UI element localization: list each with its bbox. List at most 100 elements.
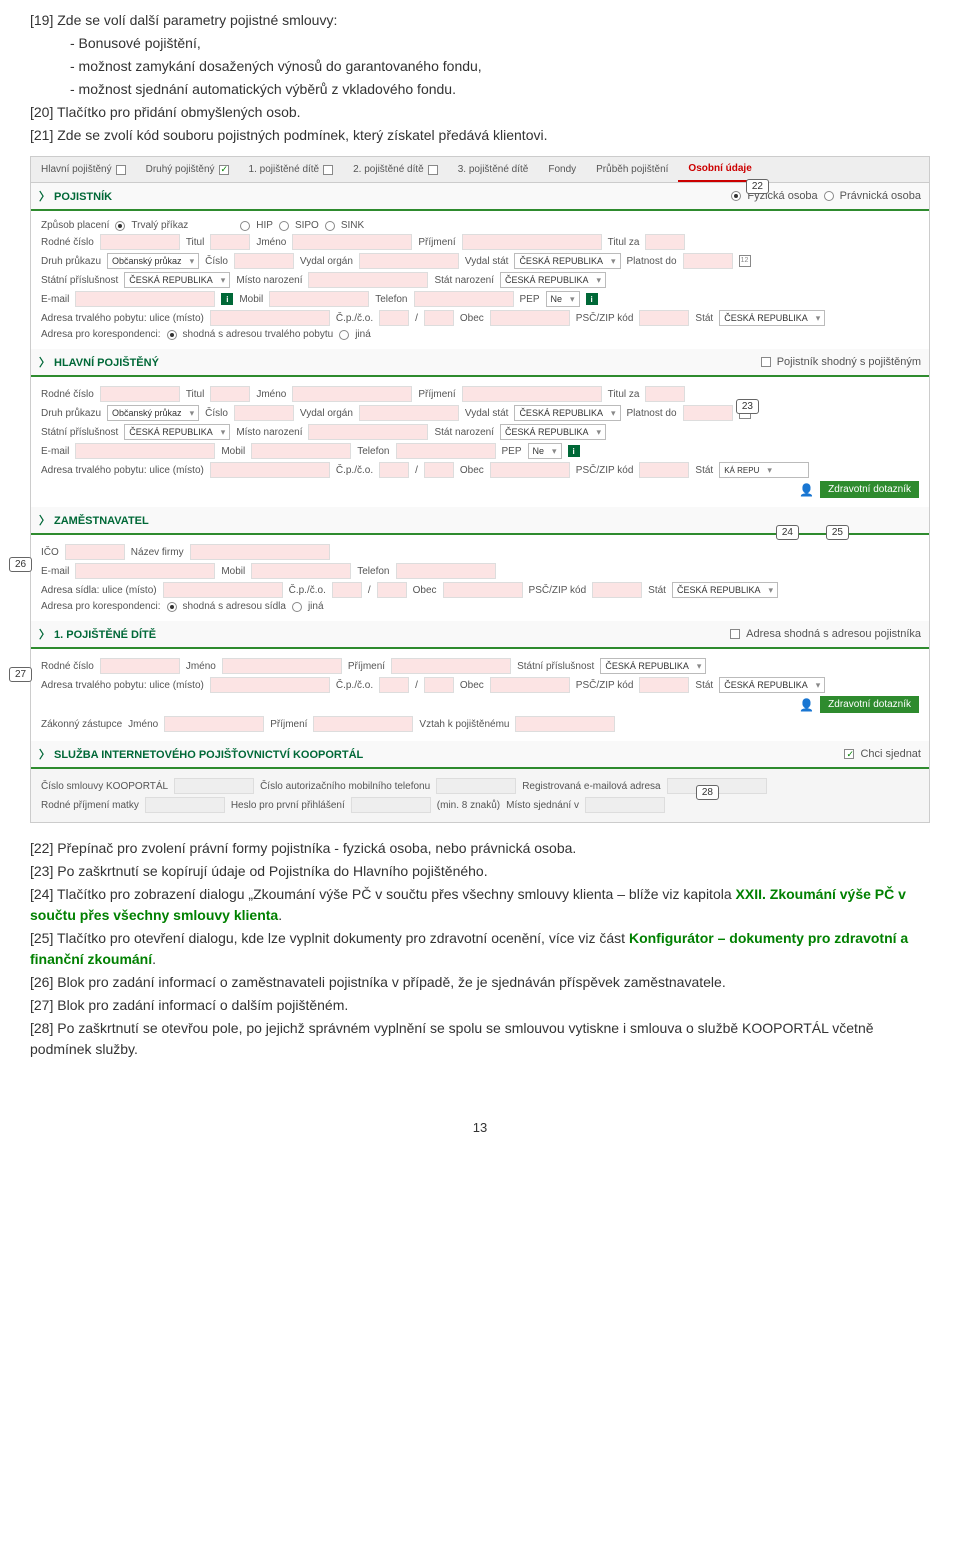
tab-dite1[interactable]: 1. pojištěné dítě — [239, 158, 344, 181]
select-druh[interactable]: Občanský průkaz — [107, 253, 199, 269]
checkbox-shodna-adr[interactable] — [730, 629, 740, 639]
input-vydalorg[interactable] — [359, 405, 459, 421]
checkbox-shodny[interactable] — [761, 357, 771, 367]
select-druh[interactable]: Občanský průkaz — [107, 405, 199, 421]
info-icon[interactable]: i — [568, 445, 580, 457]
info-icon[interactable]: i — [586, 293, 598, 305]
input-rodne[interactable] — [100, 234, 180, 250]
input-cislo[interactable] — [234, 405, 294, 421]
input-jmeno[interactable] — [292, 234, 412, 250]
input-ico[interactable] — [65, 544, 125, 560]
input-obec[interactable] — [490, 310, 570, 326]
input-co[interactable] — [377, 582, 407, 598]
input-psc[interactable] — [592, 582, 642, 598]
radio-trvaly[interactable] — [115, 221, 125, 231]
select-vydalstat[interactable]: ČESKÁ REPUBLIKA — [514, 253, 620, 269]
input-vydalorg[interactable] — [359, 253, 459, 269]
input-cp[interactable] — [379, 677, 409, 693]
input-rodne[interactable] — [100, 386, 180, 402]
input-titulza[interactable] — [645, 234, 685, 250]
select-statni[interactable]: ČESKÁ REPUBLIKA — [124, 272, 230, 288]
input-ulice[interactable] — [210, 677, 330, 693]
input-prijmeni[interactable] — [391, 658, 511, 674]
select-statni[interactable]: ČESKÁ REPUBLIKA — [600, 658, 706, 674]
checkbox-chci[interactable] — [844, 749, 854, 759]
user-icon[interactable]: 👤 — [799, 483, 814, 497]
input-jmeno[interactable] — [222, 658, 342, 674]
zdravotni-button[interactable]: Zdravotní dotazník — [820, 481, 919, 498]
radio-jina[interactable] — [339, 330, 349, 340]
input-platnost[interactable] — [683, 253, 733, 269]
input-mistonar[interactable] — [308, 424, 428, 440]
input-cislo[interactable] — [234, 253, 294, 269]
select-pep[interactable]: Ne — [546, 291, 580, 307]
input-obec[interactable] — [443, 582, 523, 598]
input-ulice[interactable] — [210, 310, 330, 326]
input-ulice[interactable] — [163, 582, 283, 598]
input-telefon[interactable] — [396, 443, 496, 459]
input-co[interactable] — [424, 677, 454, 693]
input-rodnematky[interactable] — [145, 797, 225, 813]
input-prijmeni[interactable] — [462, 234, 602, 250]
input-mobil[interactable] — [251, 563, 351, 579]
select-stat[interactable]: ČESKÁ REPUBLIKA — [719, 310, 825, 326]
input-vztah[interactable] — [515, 716, 615, 732]
zdravotni-button[interactable]: Zdravotní dotazník — [820, 696, 919, 713]
input-mistosj[interactable] — [585, 797, 665, 813]
input-mobil[interactable] — [251, 443, 351, 459]
section-koop-head[interactable]: 〉SLUŽBA INTERNETOVÉHO POJIŠŤOVNICTVÍ KOO… — [31, 741, 929, 769]
radio-pravnicka[interactable] — [824, 191, 834, 201]
input-co[interactable] — [424, 310, 454, 326]
select-vydalstat[interactable]: ČESKÁ REPUBLIKA — [514, 405, 620, 421]
input-jmeno[interactable] — [164, 716, 264, 732]
tab-dite3[interactable]: 3. pojištěné dítě — [448, 158, 539, 181]
section-dite-head[interactable]: 〉1. POJIŠTĚNÉ DÍTĚ Adresa shodná s adres… — [31, 621, 929, 649]
info-icon[interactable]: i — [221, 293, 233, 305]
input-jmeno[interactable] — [292, 386, 412, 402]
radio-fyzicka[interactable] — [731, 191, 741, 201]
select-stat[interactable]: ČESKÁ REPUBLIKA — [719, 677, 825, 693]
input-heslo[interactable] — [351, 797, 431, 813]
select-stat[interactable]: KÁ REPU — [719, 462, 809, 478]
select-statnar[interactable]: ČESKÁ REPUBLIKA — [500, 272, 606, 288]
input-obec[interactable] — [490, 462, 570, 478]
tab-fondy[interactable]: Fondy — [538, 158, 586, 181]
input-rodne[interactable] — [100, 658, 180, 674]
select-statnar[interactable]: ČESKÁ REPUBLIKA — [500, 424, 606, 440]
input-prijmeni[interactable] — [462, 386, 602, 402]
select-statni[interactable]: ČESKÁ REPUBLIKA — [124, 424, 230, 440]
input-titulza[interactable] — [645, 386, 685, 402]
radio-sink[interactable] — [325, 221, 335, 231]
radio-jina[interactable] — [292, 602, 302, 612]
radio-hip[interactable] — [240, 221, 250, 231]
input-psc[interactable] — [639, 462, 689, 478]
input-psc[interactable] — [639, 310, 689, 326]
input-cp[interactable] — [379, 462, 409, 478]
input-co[interactable] — [424, 462, 454, 478]
tab-druhy[interactable]: Druhý pojištěný — [136, 158, 239, 181]
tab-dite2[interactable]: 2. pojištěné dítě — [343, 158, 448, 181]
input-ciskoop[interactable] — [174, 778, 254, 794]
input-nazev[interactable] — [190, 544, 330, 560]
input-mistonar[interactable] — [308, 272, 428, 288]
section-hlavni-head[interactable]: 〉HLAVNÍ POJIŠTĚNÝ Pojistník shodný s poj… — [31, 349, 929, 377]
input-ulice[interactable] — [210, 462, 330, 478]
tab-hlavni[interactable]: Hlavní pojištěný — [31, 158, 136, 181]
input-mobil[interactable] — [269, 291, 369, 307]
input-prijmeni[interactable] — [313, 716, 413, 732]
input-telefon[interactable] — [396, 563, 496, 579]
calendar-icon[interactable]: 12 — [739, 255, 751, 267]
input-email[interactable] — [75, 291, 215, 307]
section-pojistnik-head[interactable]: 〉POJISTNÍK Fyzická osoba Právnická osoba — [31, 183, 929, 211]
select-pep[interactable]: Ne — [528, 443, 562, 459]
radio-shodna[interactable] — [167, 330, 177, 340]
user-icon[interactable]: 👤 — [799, 698, 814, 712]
input-titul[interactable] — [210, 386, 250, 402]
input-cisaut[interactable] — [436, 778, 516, 794]
input-obec[interactable] — [490, 677, 570, 693]
input-psc[interactable] — [639, 677, 689, 693]
input-cp[interactable] — [379, 310, 409, 326]
input-email[interactable] — [75, 443, 215, 459]
radio-sipo[interactable] — [279, 221, 289, 231]
input-cp[interactable] — [332, 582, 362, 598]
